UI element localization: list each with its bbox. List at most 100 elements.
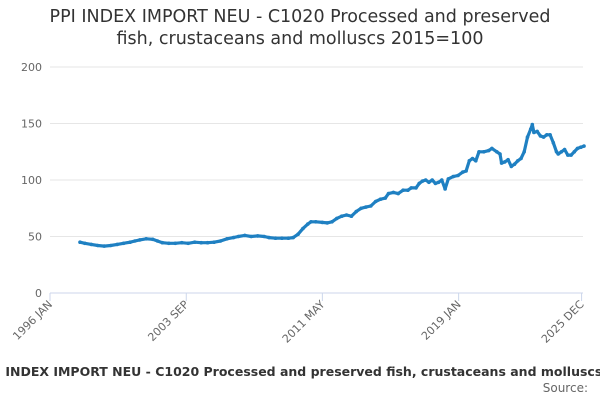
data-point[interactable] (427, 180, 431, 185)
data-point[interactable] (443, 187, 447, 191)
data-point[interactable] (249, 234, 253, 239)
data-point[interactable] (535, 129, 539, 134)
data-point[interactable] (273, 236, 278, 240)
data-point[interactable] (401, 188, 405, 192)
data-point[interactable] (243, 233, 247, 238)
data-point[interactable] (519, 156, 523, 161)
data-point[interactable] (572, 150, 577, 154)
data-point[interactable] (477, 150, 481, 154)
data-point[interactable] (406, 188, 410, 192)
data-point[interactable] (503, 160, 507, 164)
data-point[interactable] (150, 237, 155, 242)
data-point[interactable] (296, 232, 300, 236)
data-point[interactable] (451, 174, 456, 179)
data-point[interactable] (417, 181, 422, 186)
data-point[interactable] (83, 241, 87, 246)
data-point[interactable] (286, 236, 291, 240)
series-line[interactable] (78, 123, 586, 248)
data-point[interactable] (320, 220, 325, 225)
data-point[interactable] (509, 164, 514, 169)
data-point[interactable] (78, 240, 82, 244)
data-point[interactable] (446, 177, 451, 181)
data-point[interactable] (192, 240, 197, 244)
data-point[interactable] (212, 240, 216, 244)
data-point[interactable] (255, 234, 260, 238)
data-point[interactable] (373, 199, 378, 204)
data-point[interactable] (186, 241, 190, 246)
data-point[interactable] (133, 239, 137, 243)
data-point[interactable] (559, 150, 564, 154)
data-point[interactable] (579, 145, 583, 149)
data-point[interactable] (482, 150, 486, 154)
data-point[interactable] (364, 205, 368, 209)
data-point[interactable] (456, 173, 460, 178)
data-point[interactable] (359, 206, 363, 211)
data-point[interactable] (369, 204, 373, 208)
data-point[interactable] (155, 239, 160, 243)
data-point[interactable] (486, 148, 491, 153)
data-point[interactable] (301, 226, 305, 231)
data-point[interactable] (89, 242, 94, 247)
data-point[interactable] (236, 234, 241, 239)
data-point[interactable] (530, 122, 535, 127)
data-point[interactable] (180, 240, 184, 245)
data-point[interactable] (167, 241, 171, 246)
data-point[interactable] (160, 240, 165, 245)
data-point[interactable] (291, 235, 296, 240)
data-point[interactable] (495, 150, 499, 154)
data-point[interactable] (96, 243, 100, 248)
data-point[interactable] (575, 146, 580, 151)
data-point[interactable] (562, 147, 567, 152)
data-point[interactable] (339, 214, 344, 218)
data-point[interactable] (144, 237, 148, 241)
data-point[interactable] (525, 135, 530, 139)
data-point[interactable] (115, 242, 119, 247)
data-point[interactable] (262, 234, 267, 239)
data-point[interactable] (461, 170, 465, 174)
data-point[interactable] (354, 209, 359, 214)
data-point[interactable] (506, 157, 510, 162)
data-point[interactable] (467, 159, 472, 163)
data-point[interactable] (108, 243, 113, 248)
data-point[interactable] (309, 220, 313, 224)
data-point[interactable] (138, 238, 142, 242)
data-point[interactable] (498, 152, 502, 156)
data-point[interactable] (538, 134, 543, 138)
data-point[interactable] (396, 191, 401, 196)
data-point[interactable] (199, 240, 203, 245)
data-point[interactable] (325, 221, 330, 225)
data-point[interactable] (383, 196, 388, 200)
data-point[interactable] (173, 241, 178, 246)
data-point[interactable] (378, 197, 383, 201)
data-point[interactable] (306, 222, 310, 226)
data-point[interactable] (556, 152, 560, 156)
data-point[interactable] (423, 178, 428, 182)
data-point[interactable] (499, 161, 504, 165)
data-point[interactable] (551, 140, 556, 145)
data-point[interactable] (386, 191, 391, 196)
data-point[interactable] (436, 180, 441, 185)
data-point[interactable] (528, 127, 533, 131)
data-point[interactable] (349, 214, 354, 218)
legend-series-label[interactable]: PPI INDEX IMPORT NEU - C1020 Processed a… (0, 364, 600, 379)
legend[interactable]: PPI INDEX IMPORT NEU - C1020 Processed a… (0, 364, 600, 379)
data-point[interactable] (516, 159, 520, 163)
data-point[interactable] (545, 133, 549, 137)
data-point[interactable] (430, 178, 435, 182)
data-point[interactable] (344, 213, 349, 217)
data-point[interactable] (205, 240, 210, 245)
data-point[interactable] (548, 133, 552, 137)
data-point[interactable] (512, 162, 517, 166)
data-point[interactable] (582, 144, 586, 148)
data-point[interactable] (102, 244, 106, 248)
data-point[interactable] (335, 216, 339, 221)
data-point[interactable] (128, 240, 132, 244)
data-point[interactable] (420, 179, 425, 183)
data-point[interactable] (414, 186, 418, 190)
data-point[interactable] (433, 181, 438, 186)
data-point[interactable] (532, 130, 536, 135)
data-point[interactable] (464, 169, 468, 173)
data-point[interactable] (440, 178, 444, 182)
data-point[interactable] (218, 239, 223, 243)
data-point[interactable] (280, 236, 284, 240)
